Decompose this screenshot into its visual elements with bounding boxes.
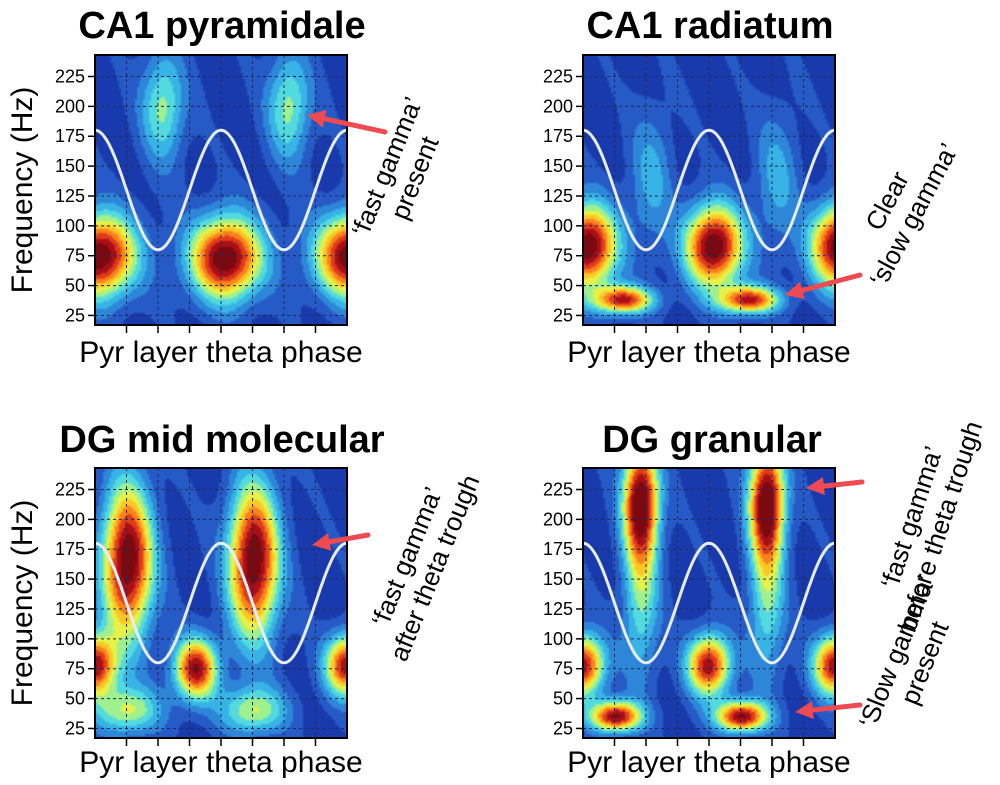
y-tick-label: 25 [553,718,573,738]
x-axis-label: Pyr layer theta phase [567,746,851,779]
annotation-arrow [810,702,863,713]
y-tick-label: 100 [55,216,85,236]
y-tick-label: 50 [553,689,573,709]
y-tick-label: 125 [543,599,573,619]
y-tick-label: 200 [543,509,573,529]
y-tick-label: 25 [553,305,573,325]
y-tick-label: 225 [55,67,85,87]
panel-top-right: 25 50 75 100 125 150 175 200 225 CA1 radiatum Pyr … [543,5,964,369]
panel-title: CA1 radiatum [586,5,833,47]
y-tick-label: 225 [543,480,573,500]
y-tick-label: 75 [65,659,85,679]
y-tick-label: 75 [553,659,573,679]
annotation-arrowhead [806,477,825,496]
annotation-arrow [799,272,863,293]
y-tick-label: 50 [553,276,573,296]
y-tick-label: 100 [55,629,85,649]
panel-bottom-right: 25 50 75 100 125 150 175 200 225 DG granular Pyr l… [543,417,988,779]
annotation-arrowhead [312,532,332,551]
y-tick-label: 125 [55,599,85,619]
y-tick-label: 175 [55,539,85,559]
annotation-arrow [322,116,388,135]
y-tick-label: 150 [55,569,85,589]
annotation-arrowhead [307,110,327,128]
y-tick-label: 175 [55,126,85,146]
y-tick-label: 100 [543,216,573,236]
y-tick-label: 125 [55,186,85,206]
y-tick-label: 175 [543,539,573,559]
annotation: ‘fast gamma’after theta trough [365,470,485,665]
x-axis-label: Pyr layer theta phase [79,746,363,779]
y-tick-label: 25 [65,718,85,738]
annotation-arrow [327,532,371,545]
y-tick-label: 200 [55,509,85,529]
y-tick-label: 150 [543,569,573,589]
panel-bottom-left: 25 50 75 100 125 150 175 200 225 DG mid molecular… [6,419,485,779]
x-axis-label: Pyr layer theta phase [79,336,363,369]
annotation-arrowhead [795,701,814,720]
annotation: ‘fast gamma’present [345,93,445,241]
panel-title: CA1 pyramidale [78,5,365,47]
y-axis-label: Frequency (Hz) [6,87,39,294]
theta-curve [94,541,348,665]
panel-top-left: 25 50 75 100 125 150 175 200 225 CA1 pyramidale Py… [6,5,445,369]
y-axis-label: Frequency (Hz) [6,500,39,707]
y-tick-label: 200 [55,96,85,116]
y-tick-label: 50 [65,276,85,296]
y-tick-label: 75 [65,246,85,266]
theta-curve [94,128,348,252]
y-tick-label: 125 [543,186,573,206]
y-tick-label: 50 [65,689,85,709]
y-tick-label: 25 [65,305,85,325]
annotation: Clear‘slow gamma’ [859,138,964,291]
y-tick-label: 150 [55,156,85,176]
y-tick-label: 175 [543,126,573,146]
annotation: ‘Slow gamma’present [852,571,954,732]
y-tick-label: 200 [543,96,573,116]
panel-title: DG granular [602,419,822,461]
theta-curve [582,541,836,665]
y-tick-label: 100 [543,629,573,649]
y-tick-label: 225 [55,480,85,500]
panel-title: DG mid molecular [59,419,384,461]
annotation-arrowhead [785,281,805,300]
annotation-arrow [821,479,865,489]
y-tick-label: 225 [543,67,573,87]
y-tick-label: 150 [543,156,573,176]
x-axis-label: Pyr layer theta phase [567,336,851,369]
theta-curve [582,128,836,252]
y-tick-label: 75 [553,246,573,266]
